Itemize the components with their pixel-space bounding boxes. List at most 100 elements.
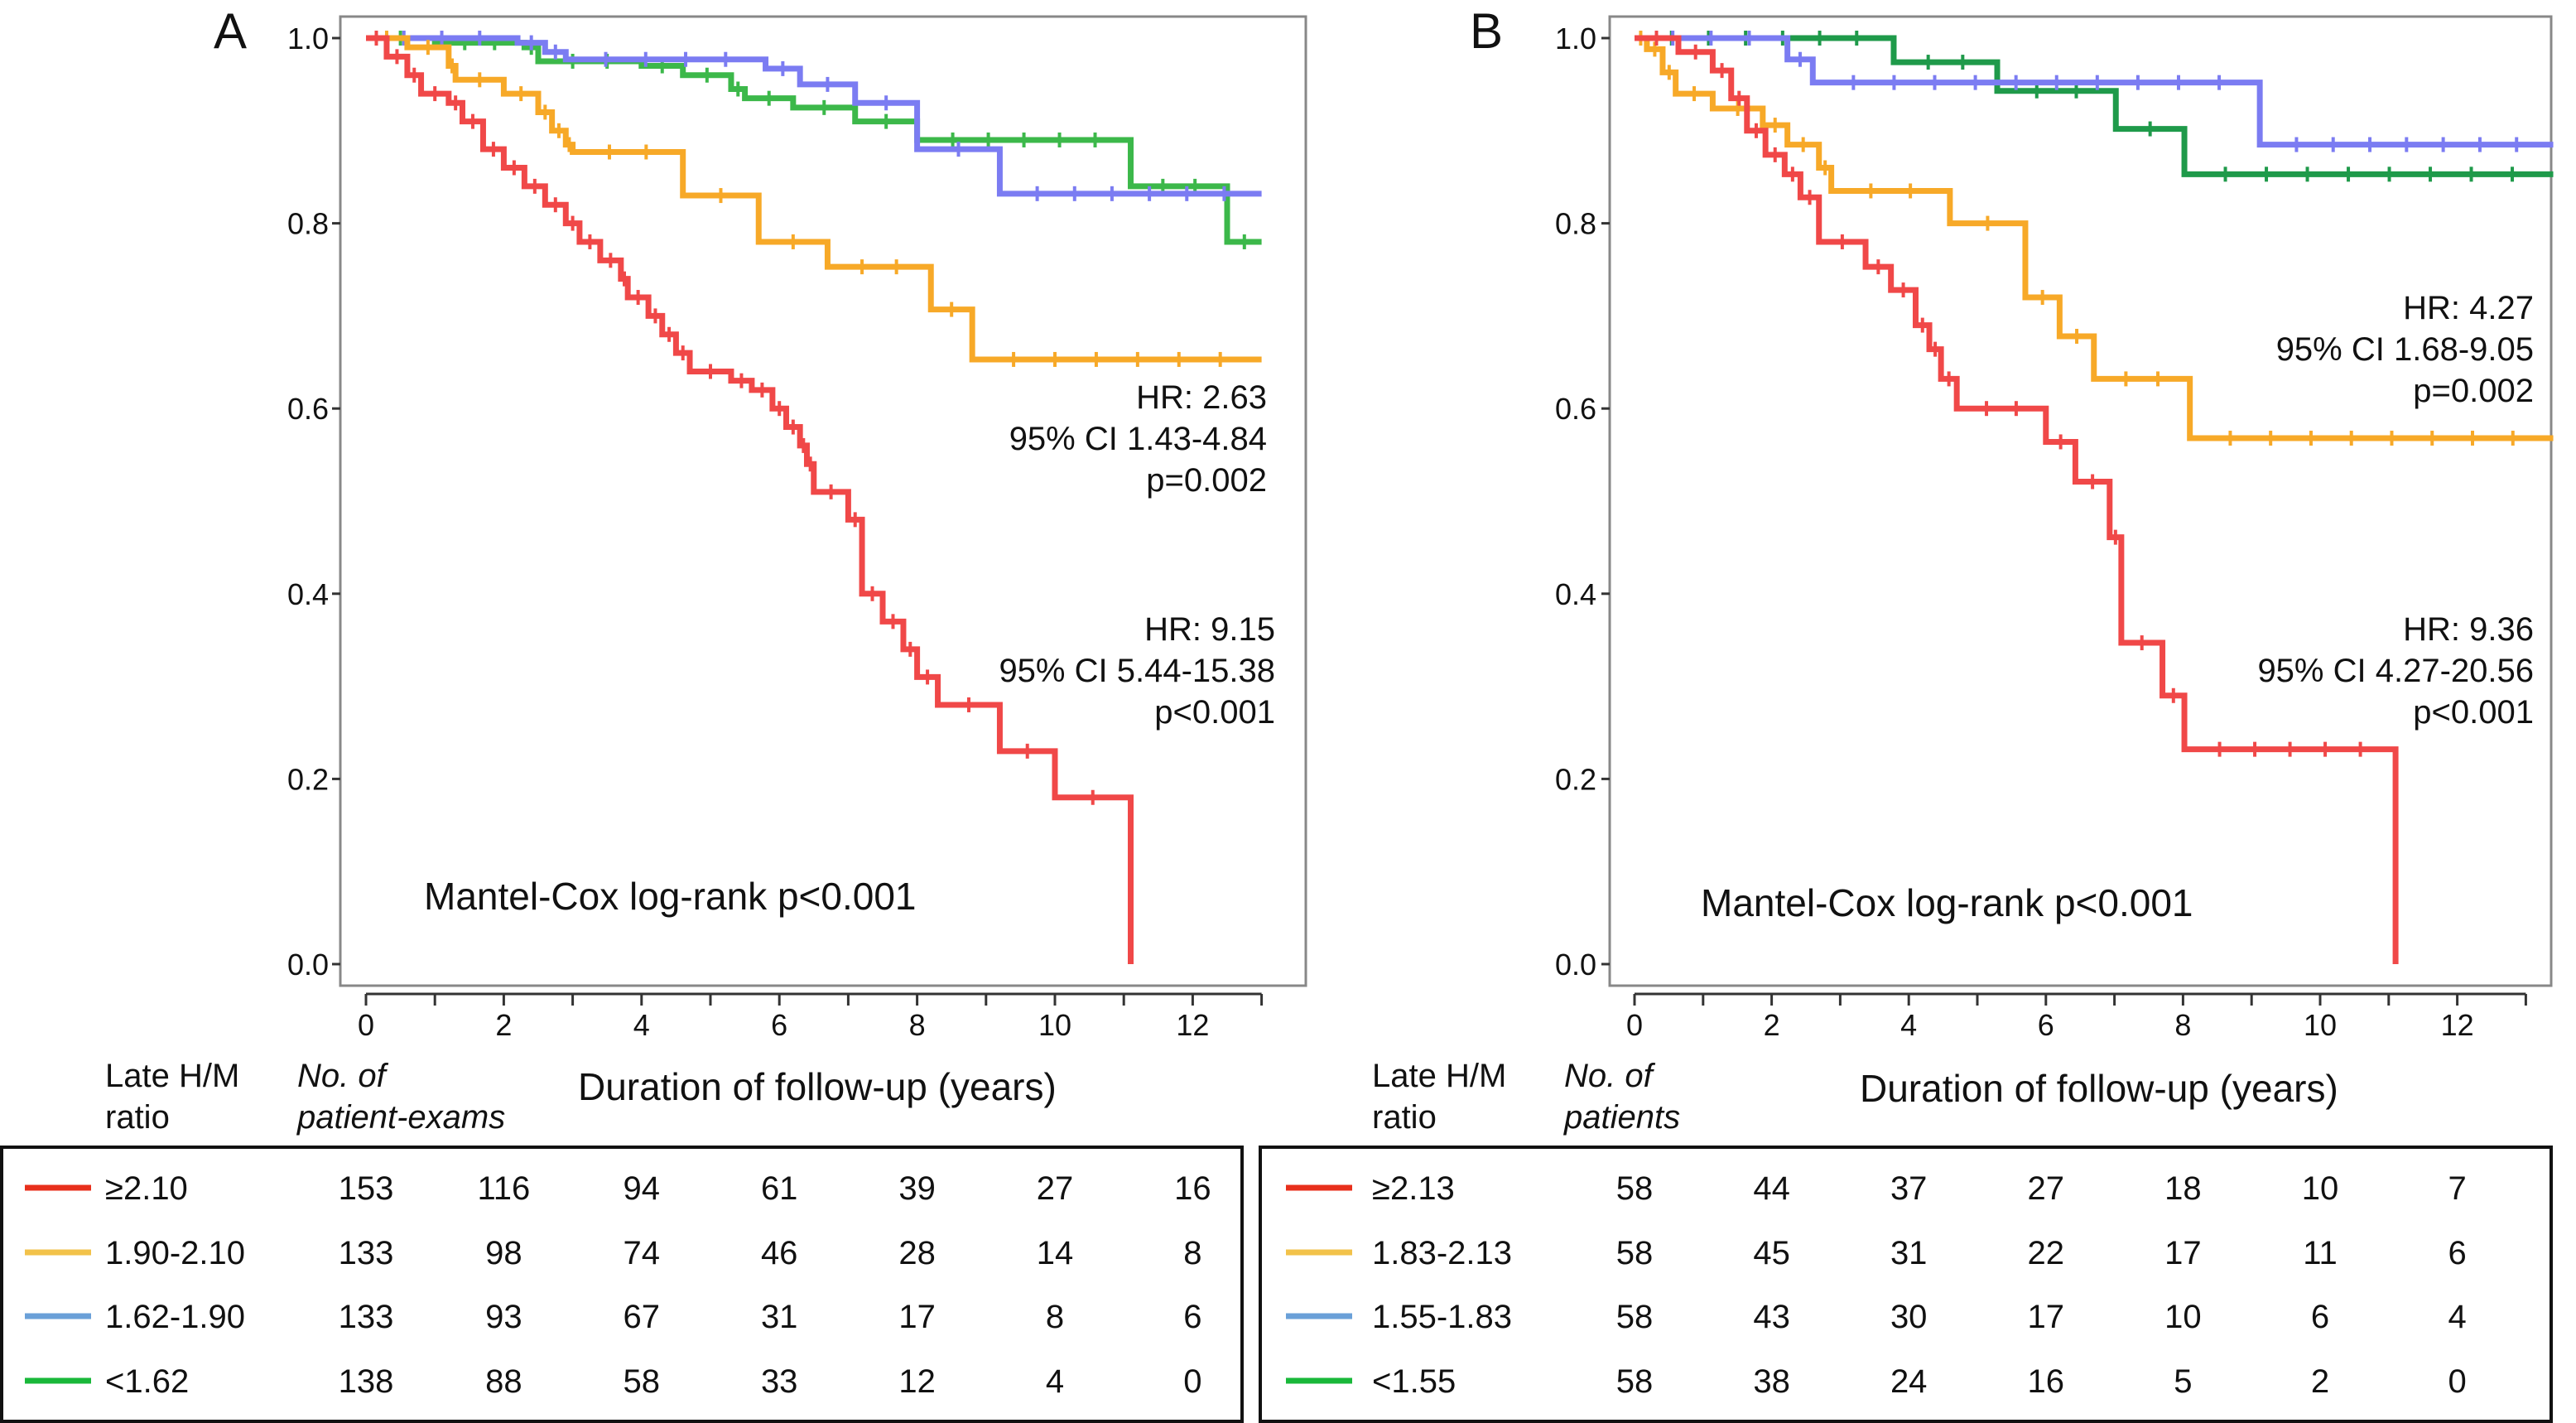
at-risk-count: 37	[1890, 1170, 1928, 1207]
survival-curve-b-3	[1635, 35, 2554, 177]
legend-label: ≥2.13	[1372, 1170, 1455, 1207]
at-risk-count: 94	[624, 1170, 661, 1207]
col1-header-b-line2: ratio	[1372, 1099, 1437, 1136]
at-risk-table-b: ≥2.13 58 44 37 27 18 10 71.83-2.13 58 45 31 22 17 11 6…	[1259, 1146, 2553, 1423]
at-risk-count: 46	[761, 1235, 798, 1271]
legend-label: ≥2.10	[105, 1170, 188, 1207]
col1-header-a-line2: ratio	[105, 1099, 170, 1136]
at-risk-count: 22	[2028, 1235, 2065, 1271]
legend-label: 1.55-1.83	[1372, 1299, 1512, 1335]
y-tick-label: 0.0	[287, 948, 329, 982]
plot-a: 0.0 0.2 0.4 0.6 0.8 1.0 0 2 4 6 8 10 12	[287, 15, 1307, 1042]
x-tick-label: 0	[358, 1008, 374, 1042]
hr-red-b-line2: 95% CI 4.27-20.56	[2257, 653, 2534, 689]
legend-label: 1.62-1.90	[105, 1299, 245, 1335]
x-tick-label: 12	[2441, 1008, 2474, 1042]
at-risk-count: 43	[1753, 1299, 1790, 1335]
x-tick-label: 8	[2174, 1008, 2191, 1042]
at-risk-count: 44	[1753, 1170, 1790, 1207]
y-tick-label: 0.2	[1555, 762, 1596, 796]
panel-label-a: A	[214, 3, 247, 59]
at-risk-count: 7	[2448, 1170, 2466, 1207]
at-risk-count: 11	[2303, 1235, 2338, 1271]
at-risk-count: 8	[1046, 1299, 1064, 1335]
at-risk-count: 4	[2448, 1299, 2466, 1335]
at-risk-count: 67	[624, 1299, 661, 1335]
x-axis-label-b: Duration of follow-up (years)	[1860, 1067, 2338, 1110]
y-tick-label: 0.0	[1555, 948, 1596, 982]
legend-label: <1.55	[1372, 1363, 1456, 1400]
at-risk-count: 8	[1183, 1235, 1201, 1271]
at-risk-count: 138	[339, 1363, 394, 1400]
survival-curve-a-3	[366, 35, 1262, 245]
hr-red-a-line1: HR: 9.15	[1144, 611, 1275, 648]
survival-curve-b-0	[1635, 35, 2399, 964]
survival-curve-b-2	[1635, 35, 2554, 148]
at-risk-table-frame	[1259, 1146, 2553, 1423]
y-tick-label: 0.8	[1555, 207, 1596, 241]
at-risk-count: 10	[2164, 1299, 2202, 1335]
x-tick-label: 6	[771, 1008, 787, 1042]
at-risk-count: 18	[2164, 1170, 2202, 1207]
at-risk-count: 16	[1174, 1170, 1211, 1207]
x-tick-label: 2	[1764, 1008, 1780, 1042]
at-risk-count: 58	[1616, 1299, 1654, 1335]
y-tick-label: 1.0	[287, 22, 329, 55]
at-risk-count: 12	[898, 1363, 936, 1400]
y-tick-label: 1.0	[1555, 22, 1596, 55]
at-risk-table-a: ≥2.10 153 116 94 61 39 27 161.90-2.10 133 98 74 46 2…	[0, 1146, 1244, 1423]
at-risk-count: 5	[2174, 1363, 2192, 1400]
survival-curve-a-2	[366, 35, 1262, 197]
at-risk-count: 17	[898, 1299, 936, 1335]
at-risk-count: 17	[2028, 1299, 2065, 1335]
hr-orange-b-line1: HR: 4.27	[2403, 290, 2534, 326]
x-tick-label: 0	[1626, 1008, 1643, 1042]
table-header-a: Late H/M ratio No. of patient-exams Dura…	[105, 1058, 1057, 1136]
hr-orange-b-line3: p=0.002	[2413, 373, 2534, 409]
y-tick-label: 0.6	[1555, 392, 1596, 426]
legend-label: 1.83-2.13	[1372, 1235, 1512, 1271]
at-risk-count: 2	[2311, 1363, 2329, 1400]
x-axis-label-a: Duration of follow-up (years)	[578, 1065, 1057, 1108]
at-risk-count: 39	[898, 1170, 936, 1207]
at-risk-count: 116	[478, 1170, 531, 1207]
at-risk-count: 28	[898, 1235, 936, 1271]
hr-red-b-line3: p<0.001	[2413, 694, 2534, 731]
at-risk-count: 61	[761, 1170, 798, 1207]
col2-header-a-line2: patient-exams	[296, 1099, 505, 1136]
at-risk-count: 30	[1890, 1299, 1928, 1335]
survival-curve-a-0	[366, 35, 1134, 964]
x-tick-label: 10	[1038, 1008, 1071, 1042]
at-risk-count: 6	[2311, 1299, 2329, 1335]
y-tick-label: 0.4	[1555, 577, 1596, 611]
at-risk-count: 6	[2448, 1235, 2466, 1271]
x-tick-label: 2	[495, 1008, 512, 1042]
at-risk-count: 58	[624, 1363, 661, 1400]
at-risk-count: 88	[485, 1363, 522, 1400]
at-risk-count: 10	[2302, 1170, 2339, 1207]
at-risk-count: 33	[761, 1363, 798, 1400]
legend-label: 1.90-2.10	[105, 1235, 245, 1271]
hr-red-a-line3: p<0.001	[1154, 694, 1275, 731]
col2-header-b-line2: patients	[1563, 1099, 1680, 1136]
at-risk-count: 31	[1890, 1235, 1928, 1271]
logrank-a: Mantel-Cox log-rank p<0.001	[424, 875, 917, 918]
at-risk-count: 31	[761, 1299, 798, 1335]
logrank-b: Mantel-Cox log-rank p<0.001	[1701, 881, 2193, 924]
y-tick-label: 0.2	[287, 762, 329, 796]
at-risk-count: 58	[1616, 1235, 1654, 1271]
at-risk-count: 6	[1183, 1299, 1201, 1335]
hr-red-b-line1: HR: 9.36	[2403, 611, 2534, 648]
at-risk-count: 17	[2164, 1235, 2202, 1271]
at-risk-count: 133	[339, 1299, 394, 1335]
at-risk-count: 45	[1753, 1235, 1790, 1271]
y-tick-label: 0.8	[287, 207, 329, 241]
at-risk-count: 58	[1616, 1170, 1654, 1207]
x-tick-label: 12	[1176, 1008, 1209, 1042]
hr-orange-b-line2: 95% CI 1.68-9.05	[2276, 331, 2534, 368]
at-risk-count: 38	[1753, 1363, 1790, 1400]
at-risk-count: 4	[1046, 1363, 1064, 1400]
at-risk-count: 16	[2028, 1363, 2065, 1400]
hr-orange-a-line1: HR: 2.63	[1136, 379, 1267, 416]
